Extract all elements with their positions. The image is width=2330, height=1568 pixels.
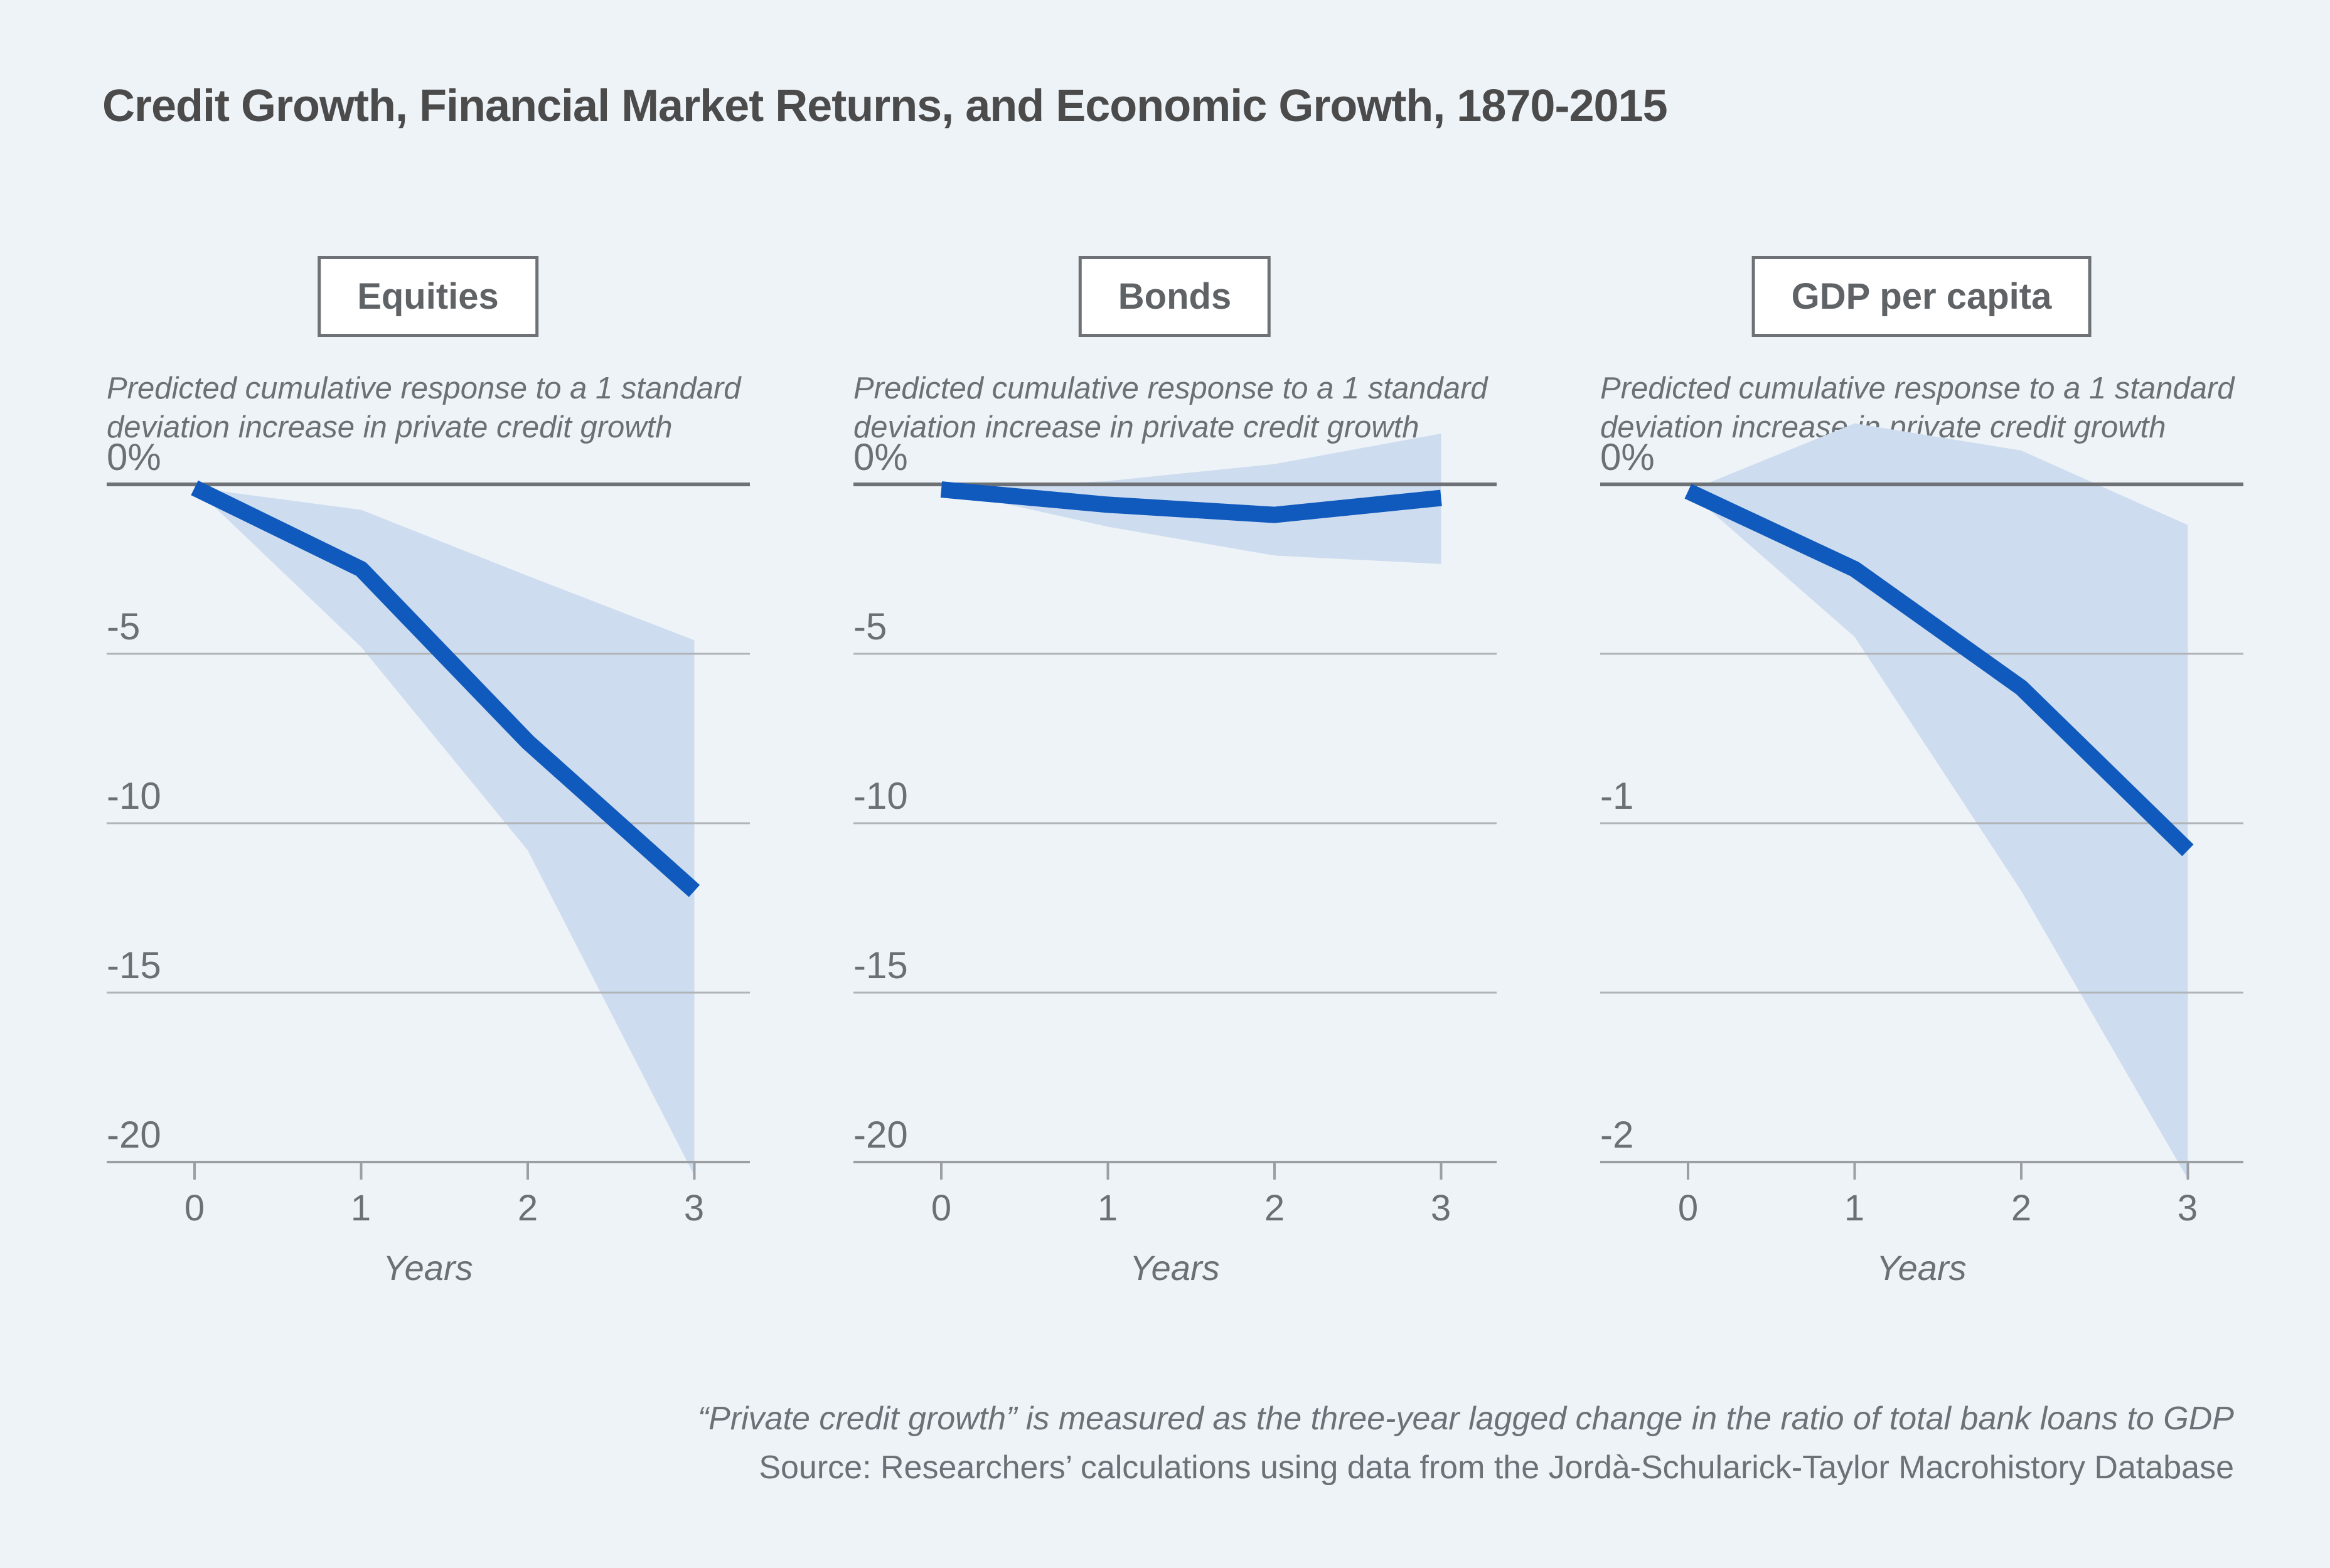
point-estimate-line bbox=[191, 480, 700, 897]
y-tick-label: -10 bbox=[853, 775, 908, 817]
x-tick-label: 1 bbox=[1097, 1188, 1118, 1229]
x-tick-label: 3 bbox=[1430, 1188, 1451, 1229]
panel-subtitle-line1: Predicted cumulative response to a 1 sta… bbox=[107, 371, 741, 405]
page-title: Credit Growth, Financial Market Returns,… bbox=[102, 81, 1668, 131]
x-tick-label: 3 bbox=[683, 1188, 705, 1229]
panel-subtitle: Predicted cumulative response to a 1 sta… bbox=[107, 369, 784, 447]
point-estimate-line bbox=[1684, 484, 2194, 856]
panel-subtitle-line1: Predicted cumulative response to a 1 sta… bbox=[1600, 371, 2235, 405]
panel-subtitle-line2: deviation increase in private credit gro… bbox=[107, 410, 673, 444]
x-tick-label: 1 bbox=[350, 1188, 371, 1229]
y-tick-label: -20 bbox=[107, 1114, 161, 1156]
y-tick-label: -5 bbox=[853, 605, 887, 648]
panel-equities: Equities Predicted cumulative response t… bbox=[83, 0, 798, 1568]
footnote-measure-note: “Private credit growth” is measured as t… bbox=[697, 1400, 2234, 1437]
x-tick-label: 0 bbox=[931, 1188, 952, 1229]
y-tick-label: -1 bbox=[1600, 775, 1634, 817]
panel-title-box: GDP per capita bbox=[1751, 256, 2092, 337]
panel-subtitle: Predicted cumulative response to a 1 sta… bbox=[853, 369, 1531, 447]
gdp-per-capita-plot bbox=[1600, 423, 2243, 1180]
y-tick-label: -10 bbox=[107, 775, 161, 817]
x-tick-label: 2 bbox=[2011, 1188, 2032, 1229]
x-axis-title: Years bbox=[1130, 1248, 1220, 1288]
x-tick-label: 2 bbox=[1264, 1188, 1285, 1229]
x-tick-label: 0 bbox=[184, 1188, 205, 1229]
y-tick-label: -5 bbox=[107, 605, 141, 648]
footnote-source: Source: Researchers’ calculations using … bbox=[759, 1449, 2234, 1486]
x-axis-title: Years bbox=[1876, 1248, 1967, 1288]
y-tick-label: -2 bbox=[1600, 1114, 1634, 1156]
y-tick-label: -15 bbox=[107, 944, 161, 986]
panel-gdp-per-capita: GDP per capita Predicted cumulative resp… bbox=[1576, 0, 2292, 1568]
x-tick-label: 0 bbox=[1677, 1188, 1699, 1229]
x-axis-title: Years bbox=[383, 1248, 473, 1288]
y-tick-label: 0% bbox=[107, 436, 161, 478]
y-tick-label: -15 bbox=[853, 944, 908, 986]
panel-bonds: Bonds Predicted cumulative response to a… bbox=[830, 0, 1545, 1568]
x-tick-label: 3 bbox=[2177, 1188, 2198, 1229]
y-tick-label: -20 bbox=[853, 1114, 908, 1156]
point-estimate-line bbox=[940, 481, 1442, 523]
bonds-plot bbox=[853, 434, 1497, 1180]
confidence-band bbox=[1688, 423, 2188, 1179]
panel-title-box: Equities bbox=[318, 256, 538, 337]
x-tick-label: 1 bbox=[1844, 1188, 1865, 1229]
panel-subtitle-line1: Predicted cumulative response to a 1 sta… bbox=[853, 371, 1488, 405]
confidence-band bbox=[941, 434, 1441, 564]
panel-subtitle-line2: deviation increase in private credit gro… bbox=[853, 410, 1419, 444]
x-tick-label: 2 bbox=[517, 1188, 538, 1229]
footnote: “Private credit growth” is measured as t… bbox=[188, 1394, 2234, 1492]
y-tick-label: 0% bbox=[853, 436, 908, 478]
confidence-band bbox=[195, 488, 695, 1176]
panel-title-box: Bonds bbox=[1078, 256, 1271, 337]
y-tick-label: 0% bbox=[1600, 436, 1655, 478]
equities-plot bbox=[107, 480, 750, 1180]
